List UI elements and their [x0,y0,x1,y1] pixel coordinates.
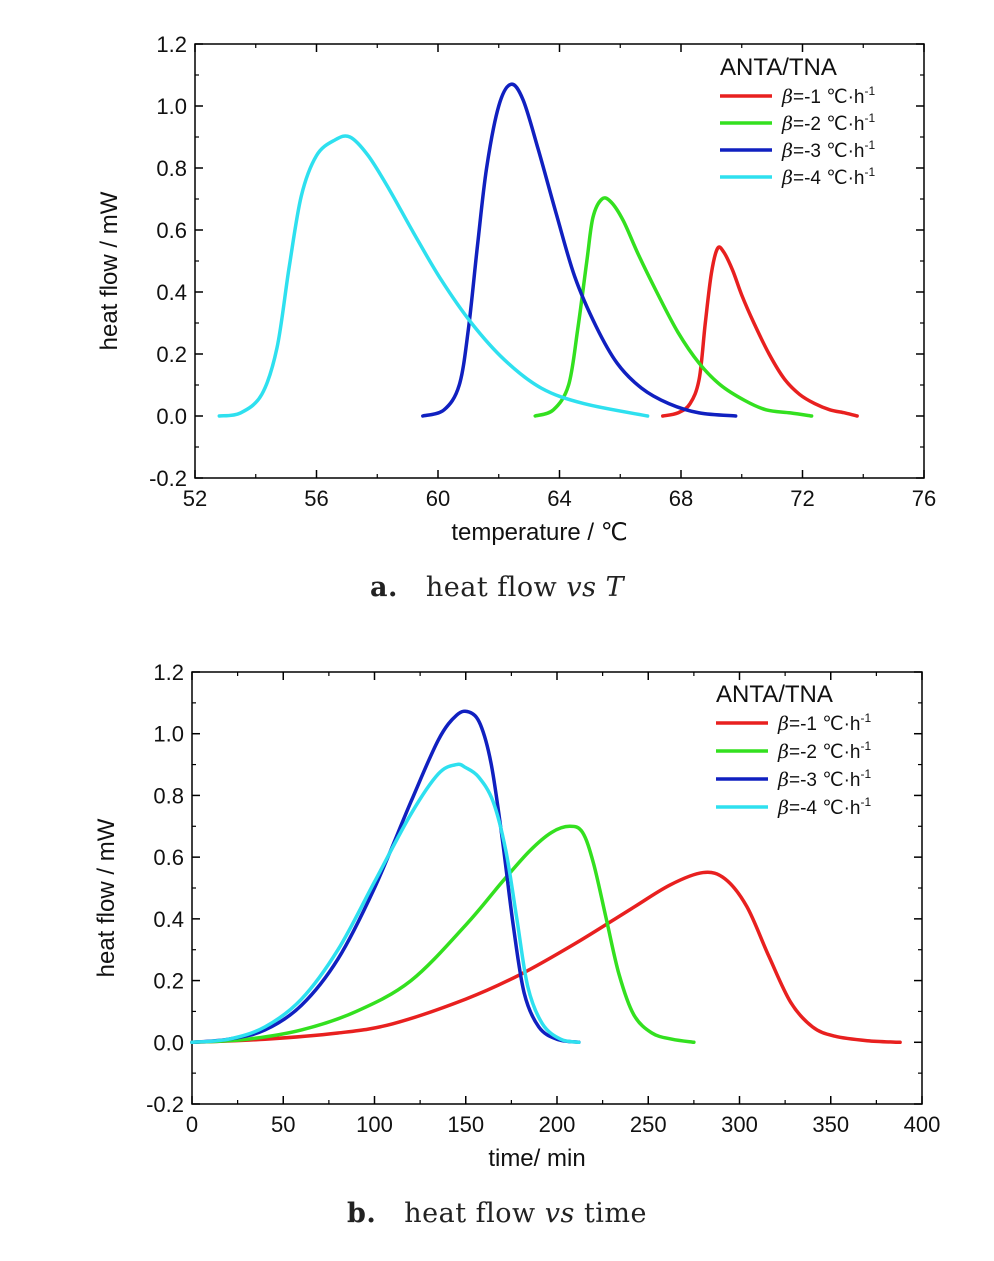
y-axis-label: heat flow / mW [93,818,120,977]
legend-rate: =-3 ℃·h [789,770,861,791]
chart-b: 0 50 100 150 200 250 300 350 400 -0.2 0.0 0.2 0.4 0.6… [93,660,941,1172]
chart-a: 52 56 60 64 68 72 76 -0.2 0.0 0.2 0.4 0.6 0.8 1.0 1.2 t… [96,32,936,546]
legend-title: ANTA/TNA [716,681,833,708]
caption-a-letter: a. [369,572,398,603]
y-tick-label: 1.0 [153,722,184,747]
x-tick-label: 68 [669,486,693,511]
legend-label-2: β=-2 ℃·h-1 [777,739,871,763]
legend-beta: β [781,167,793,189]
y-tick-label: 0.6 [156,218,187,243]
caption-b-suffix: time [574,1198,648,1229]
legend-rate: =-4 ℃·h [793,168,865,189]
caption-b: b. heat flow vs time [0,1198,994,1229]
x-axis-label: time/ min [488,1145,585,1172]
figure-a: 52 56 60 64 68 72 76 -0.2 0.0 0.2 0.4 0.6 0.8 1.0 1.2 t… [0,0,994,620]
y-tick-label: 0.4 [153,907,184,932]
x-tick-label: 76 [912,486,936,511]
y-tick-label: 0.4 [156,280,187,305]
legend-beta: β [781,113,793,135]
legend-beta: β [777,741,789,763]
y-tick-label: 0.0 [153,1030,184,1055]
caption-a-prefix: heat flow [425,572,567,603]
series-line-4 [217,134,650,418]
x-tick-label: 350 [812,1112,849,1137]
legend-beta: β [777,713,789,735]
caption-a-suffix: T [596,572,625,603]
x-tick-label: 250 [630,1112,667,1137]
caption-a-vs: vs [566,572,597,603]
y-axis-label: heat flow / mW [96,191,123,350]
x-tick-label: 64 [547,486,571,511]
x-tick-label: 52 [183,486,207,511]
legend-exponent: -1 [861,767,872,781]
y-tick-label: 0.8 [153,783,184,808]
y-tick-label: 0.6 [153,845,184,870]
caption-a: a. heat flow vs T [0,572,994,603]
legend-exponent: -1 [865,138,876,152]
x-tick-label: 100 [356,1112,393,1137]
x-tick-label: 200 [539,1112,576,1137]
series-line-3 [190,709,581,1045]
figure-b: 0 50 100 150 200 250 300 350 400 -0.2 0.0 0.2 0.4 0.6… [0,630,994,1261]
series-line-1 [661,245,859,418]
series-line-4 [190,762,581,1045]
legend-rate: =-2 ℃·h [793,114,865,135]
legend-label-2: β=-2 ℃·h-1 [781,111,875,135]
caption-b-letter: b. [346,1198,377,1229]
x-tick-label: 50 [271,1112,295,1137]
legend-exponent: -1 [861,711,872,725]
legend-beta: β [781,86,793,108]
series-line-2 [533,196,814,418]
caption-b-vs: vs [544,1198,575,1229]
caption-b-prefix: heat flow [404,1198,545,1229]
y-tick-label: -0.2 [146,1092,184,1117]
x-tick-label: 60 [426,486,450,511]
series-line-3 [421,82,738,418]
legend-beta: β [777,797,789,819]
y-tick-label: 1.2 [153,660,184,685]
y-tick-label: 1.2 [156,32,187,57]
legend-label-1: β=-1 ℃·h-1 [781,84,875,108]
legend-exponent: -1 [861,795,872,809]
legend-rate: =-2 ℃·h [789,742,861,763]
x-tick-label: 56 [304,486,328,511]
legend-rate: =-3 ℃·h [793,141,865,162]
plot-frame [194,43,925,479]
legend-label-1: β=-1 ℃·h-1 [777,711,871,735]
y-tick-label: 0.2 [153,969,184,994]
legend-label-4: β=-4 ℃·h-1 [777,795,871,819]
legend-title: ANTA/TNA [720,54,837,81]
legend-label-3: β=-3 ℃·h-1 [777,767,871,791]
legend-label-3: β=-3 ℃·h-1 [781,138,875,162]
legend-beta: β [777,769,789,791]
legend-label-4: β=-4 ℃·h-1 [781,165,875,189]
y-tick-label: 0.0 [156,404,187,429]
legend-rate: =-4 ℃·h [789,798,861,819]
y-tick-label: -0.2 [149,466,187,491]
x-tick-label: 72 [790,486,814,511]
legend-exponent: -1 [865,111,876,125]
y-tick-label: 0.8 [156,156,187,181]
y-tick-label: 1.0 [156,94,187,119]
x-axis-label: temperature / ℃ [451,519,627,546]
x-tick-label: 150 [447,1112,484,1137]
legend-rate: =-1 ℃·h [789,714,861,735]
x-tick-label: 400 [904,1112,941,1137]
legend-rate: =-1 ℃·h [793,87,865,108]
x-tick-label: 0 [186,1112,198,1137]
series-line-1 [190,870,902,1045]
legend-exponent: -1 [865,165,876,179]
x-tick-label: 300 [721,1112,758,1137]
y-tick-label: 0.2 [156,342,187,367]
legend-exponent: -1 [861,739,872,753]
legend-exponent: -1 [865,84,876,98]
legend-beta: β [781,140,793,162]
series-line-2 [190,824,696,1045]
